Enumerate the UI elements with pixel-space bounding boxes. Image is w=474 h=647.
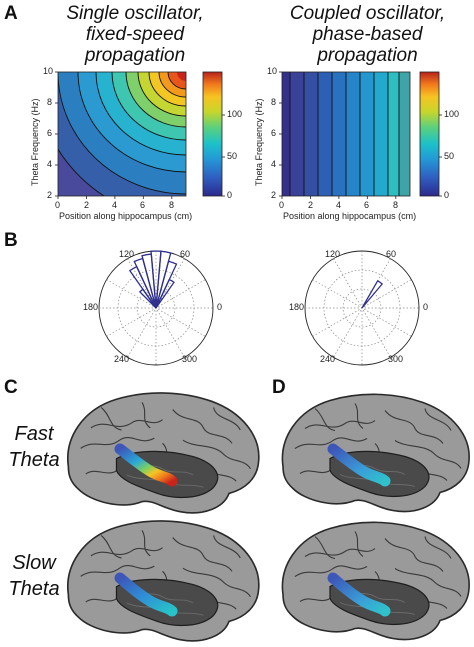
xtick: 4 — [336, 200, 342, 210]
hippocampus-slow-d — [327, 572, 391, 617]
heatmap-left — [58, 72, 186, 196]
xtick: 8 — [393, 200, 399, 210]
brain-d-fast — [281, 393, 470, 513]
angle-label: 300 — [182, 354, 198, 364]
hippocampus-fast-d — [327, 443, 391, 487]
panel-a-plots — [55, 71, 442, 199]
ytick: 8 — [47, 97, 53, 107]
xlabel-right: Position along hippocampus (cm) — [283, 211, 417, 221]
polar-bar — [150, 250, 162, 309]
colorbar-left — [202, 71, 223, 197]
panel-label-a: A — [4, 3, 18, 24]
title-right: Coupled oscillator, phase-based propagatio… — [289, 3, 446, 66]
xtick: 0 — [279, 200, 285, 210]
ytick: 8 — [271, 97, 277, 107]
polar-plot-left — [98, 250, 214, 366]
polar-bar — [141, 253, 157, 309]
ytick: 10 — [267, 66, 278, 76]
xtick: 8 — [169, 200, 175, 210]
angle-label: 300 — [388, 354, 404, 364]
angle-label: 120 — [119, 249, 135, 259]
brain-c-fast — [66, 392, 260, 514]
angle-label: 240 — [114, 354, 130, 364]
polar-bar — [128, 265, 157, 309]
ytick: 2 — [47, 190, 53, 200]
hippocampus-slow-c — [114, 572, 178, 617]
angle-label: 180 — [289, 302, 305, 312]
angle-label: 120 — [325, 249, 341, 259]
colorbar-right — [419, 71, 440, 197]
xtick: 6 — [140, 200, 146, 210]
polar-bar — [133, 257, 157, 309]
ytick: 6 — [271, 128, 277, 138]
slow-theta-label: Slow Theta — [8, 552, 60, 600]
ytick: 2 — [271, 190, 277, 200]
ytick: 6 — [47, 128, 53, 138]
angle-label: 0 — [217, 302, 223, 312]
hippocampus-fast-c — [114, 443, 178, 487]
polar-bar — [361, 279, 384, 309]
xtick: 4 — [112, 200, 118, 210]
cbar-tick: 0 — [444, 190, 450, 200]
panel-label-b: B — [4, 230, 18, 251]
xtick: 6 — [364, 200, 370, 210]
title-left: Single oscillator, fixed-speed propagation — [66, 3, 204, 66]
polar-bar — [138, 288, 157, 309]
fast-theta-label: Fast Theta — [8, 423, 60, 471]
angle-label: 180 — [83, 302, 99, 312]
cbar-tick: 100 — [227, 109, 243, 119]
xtick: 0 — [55, 200, 61, 210]
angle-label: 240 — [320, 354, 336, 364]
angle-label: 60 — [180, 249, 191, 259]
xtick: 2 — [308, 200, 314, 210]
ylabel-right: Theta Frequency (Hz) — [254, 98, 264, 186]
panel-label-d: D — [272, 377, 286, 398]
angle-label: 0 — [423, 302, 429, 312]
panel-label-c: C — [4, 377, 18, 398]
cbar-tick: 50 — [227, 151, 238, 161]
cbar-tick: 100 — [444, 109, 460, 119]
brain-c-slow — [66, 520, 260, 642]
panel-cd-brains — [66, 392, 470, 642]
cbar-tick: 0 — [227, 190, 233, 200]
ytick: 4 — [47, 159, 53, 169]
polar-plot-right — [304, 250, 420, 366]
cbar-tick: 50 — [444, 151, 455, 161]
ylabel-left: Theta Frequency (Hz) — [30, 98, 40, 186]
xtick: 2 — [84, 200, 90, 210]
ytick: 4 — [271, 159, 277, 169]
xlabel-left: Position along hippocampus (cm) — [59, 211, 193, 221]
panel-b-polar — [98, 250, 420, 366]
heatmap-right — [282, 72, 410, 196]
angle-label: 60 — [386, 249, 397, 259]
ytick: 10 — [43, 66, 54, 76]
brain-d-slow — [281, 521, 470, 641]
